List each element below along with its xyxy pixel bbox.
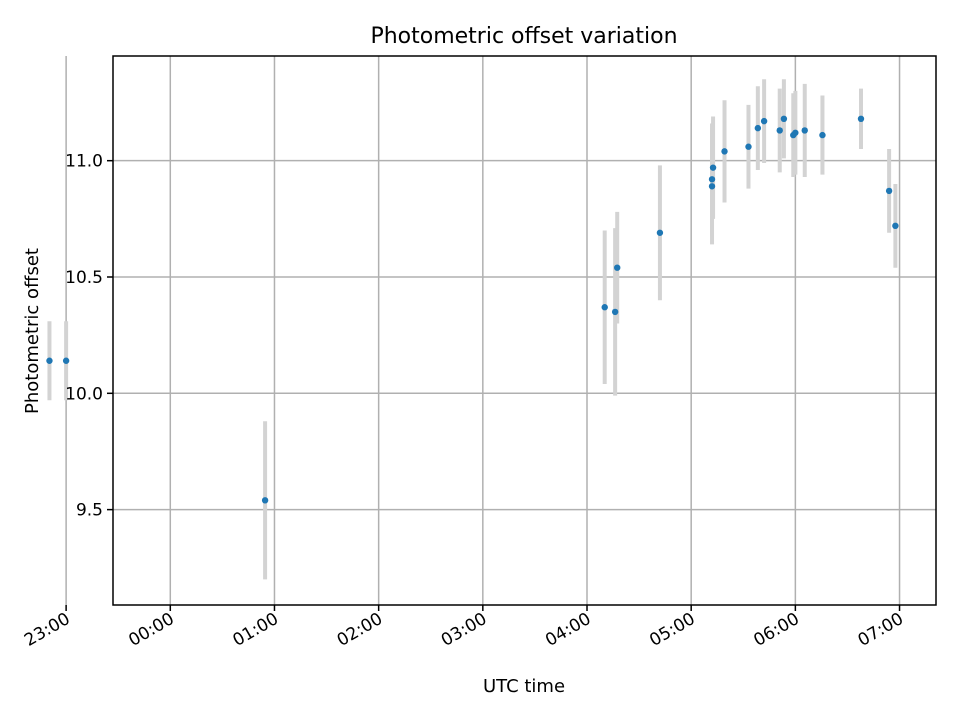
axis-ticks: 23:00 00:00 01:00 02:00 03:00 04:00 05:00 06:00…	[21, 152, 907, 651]
x-tick-label: 07:00	[855, 609, 907, 651]
error-bars	[47, 79, 898, 580]
data-point	[721, 148, 728, 155]
x-tick-label: 02:00	[334, 609, 386, 651]
x-axis-label: UTC time	[483, 676, 565, 697]
data-point	[601, 304, 608, 311]
y-tick-label: 10.5	[65, 268, 103, 288]
chart-title: Photometric offset variation	[370, 24, 677, 49]
x-tick-label: 05:00	[646, 609, 698, 651]
x-tick-label: 01:00	[230, 609, 282, 651]
data-points	[46, 115, 899, 504]
data-point	[62, 357, 70, 364]
data-point	[885, 187, 893, 195]
grid	[65, 56, 936, 605]
data-point	[656, 229, 664, 236]
data-point	[745, 143, 752, 150]
x-tick-label: 23:00	[21, 609, 73, 651]
plot-frame	[112, 55, 937, 606]
x-tick-label: 06:00	[750, 609, 802, 651]
y-tick-label: 10.0	[65, 384, 103, 404]
data-point	[892, 222, 899, 230]
x-tick-label: 04:00	[542, 609, 594, 651]
data-point	[611, 308, 619, 316]
x-tick-label: 00:00	[125, 609, 177, 651]
data-point	[709, 164, 717, 171]
data-point	[708, 176, 716, 183]
data-point	[780, 115, 788, 123]
data-point	[46, 357, 53, 364]
data-point	[708, 183, 716, 190]
data-point	[776, 127, 783, 134]
data-point	[261, 497, 269, 504]
data-point	[760, 117, 768, 125]
y-tick-label: 9.5	[76, 501, 103, 521]
data-point	[857, 115, 865, 123]
data-point	[819, 131, 826, 139]
y-axis-label: Photometric offset	[22, 248, 43, 414]
data-point	[801, 127, 808, 134]
x-tick-label: 03:00	[438, 609, 490, 651]
data-point	[754, 124, 762, 132]
data-point	[792, 129, 799, 136]
data-point	[614, 264, 621, 271]
y-tick-label: 11.0	[65, 152, 103, 172]
